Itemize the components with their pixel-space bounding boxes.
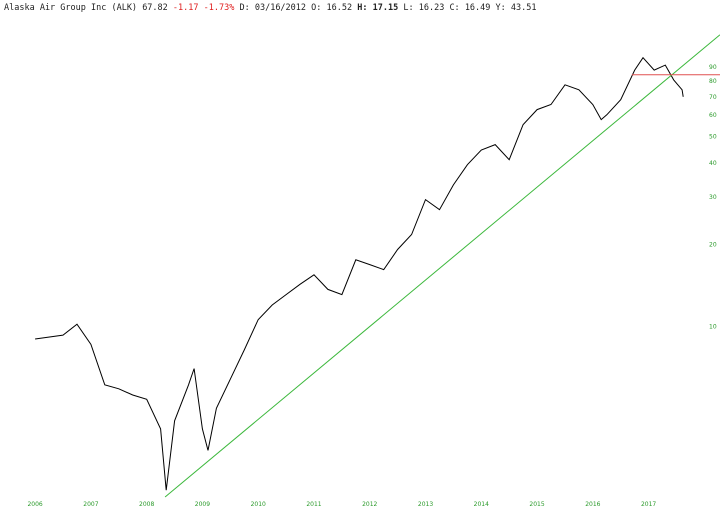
x-tick-label: 2010 <box>251 501 266 508</box>
y-tick-label: 90 <box>709 64 717 71</box>
x-tick-label: 2013 <box>418 501 433 508</box>
header: Alaska Air Group Inc (ALK) 67.82 -1.17 -… <box>4 3 537 13</box>
y-tick-label: 80 <box>709 78 717 85</box>
x-tick-label: 2016 <box>585 501 600 508</box>
date-label: D: <box>239 3 250 13</box>
date: 03/16/2012 <box>254 3 307 13</box>
x-tick-label: 2009 <box>195 501 210 508</box>
price-line <box>35 56 684 491</box>
last-price: 67.82 <box>142 3 168 13</box>
close: 16.49 <box>464 3 491 13</box>
open-label: O: <box>311 3 322 13</box>
x-tick-label: 2012 <box>362 501 377 508</box>
y-tick-label: 60 <box>709 112 717 119</box>
y-tick-label: 40 <box>709 160 717 167</box>
x-tick-label: 2015 <box>529 501 544 508</box>
y-value: 43.51 <box>510 3 537 13</box>
x-tick-label: 2007 <box>83 501 98 508</box>
y-tick-label: 70 <box>709 94 717 101</box>
y-tick-label: 10 <box>709 324 717 331</box>
y-tick-label: 50 <box>709 134 717 141</box>
high: 17.15 <box>372 3 399 13</box>
x-tick-label: 2008 <box>139 501 154 508</box>
x-tick-label: 2017 <box>641 501 656 508</box>
symbol-name: Alaska Air Group Inc (ALK) <box>4 3 138 13</box>
x-tick-label: 2011 <box>306 501 321 508</box>
x-tick-label: 2014 <box>474 501 489 508</box>
change-pct: -1.73% <box>203 3 235 13</box>
open: 16.52 <box>326 3 353 13</box>
y-label: Y: <box>495 3 506 13</box>
y-tick-label: 30 <box>709 194 717 201</box>
change: -1.17 <box>172 3 199 13</box>
low-label: L: <box>403 3 414 13</box>
high-label: H: <box>357 3 368 13</box>
y-tick-label: 20 <box>709 242 717 249</box>
drawn-line <box>164 34 720 498</box>
close-label: C: <box>449 3 460 13</box>
x-tick-label: 2006 <box>27 501 42 508</box>
low: 16.23 <box>418 3 445 13</box>
